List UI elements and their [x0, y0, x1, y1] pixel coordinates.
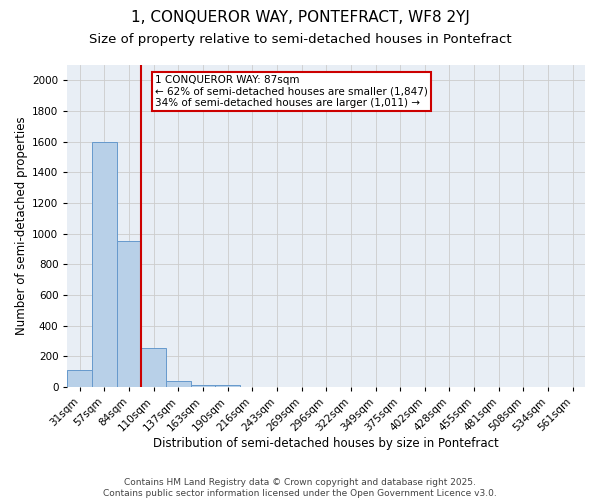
Bar	[67, 370, 92, 387]
Bar	[92, 142, 117, 387]
Bar	[142, 348, 166, 387]
X-axis label: Distribution of semi-detached houses by size in Pontefract: Distribution of semi-detached houses by …	[154, 437, 499, 450]
Text: Contains HM Land Registry data © Crown copyright and database right 2025.
Contai: Contains HM Land Registry data © Crown c…	[103, 478, 497, 498]
Bar	[215, 386, 240, 387]
Text: 1, CONQUEROR WAY, PONTEFRACT, WF8 2YJ: 1, CONQUEROR WAY, PONTEFRACT, WF8 2YJ	[131, 10, 469, 25]
Bar	[117, 242, 142, 387]
Text: Size of property relative to semi-detached houses in Pontefract: Size of property relative to semi-detach…	[89, 32, 511, 46]
Bar	[166, 381, 191, 387]
Y-axis label: Number of semi-detached properties: Number of semi-detached properties	[15, 116, 28, 336]
Bar	[191, 384, 215, 387]
Text: 1 CONQUEROR WAY: 87sqm
← 62% of semi-detached houses are smaller (1,847)
34% of : 1 CONQUEROR WAY: 87sqm ← 62% of semi-det…	[155, 74, 428, 108]
